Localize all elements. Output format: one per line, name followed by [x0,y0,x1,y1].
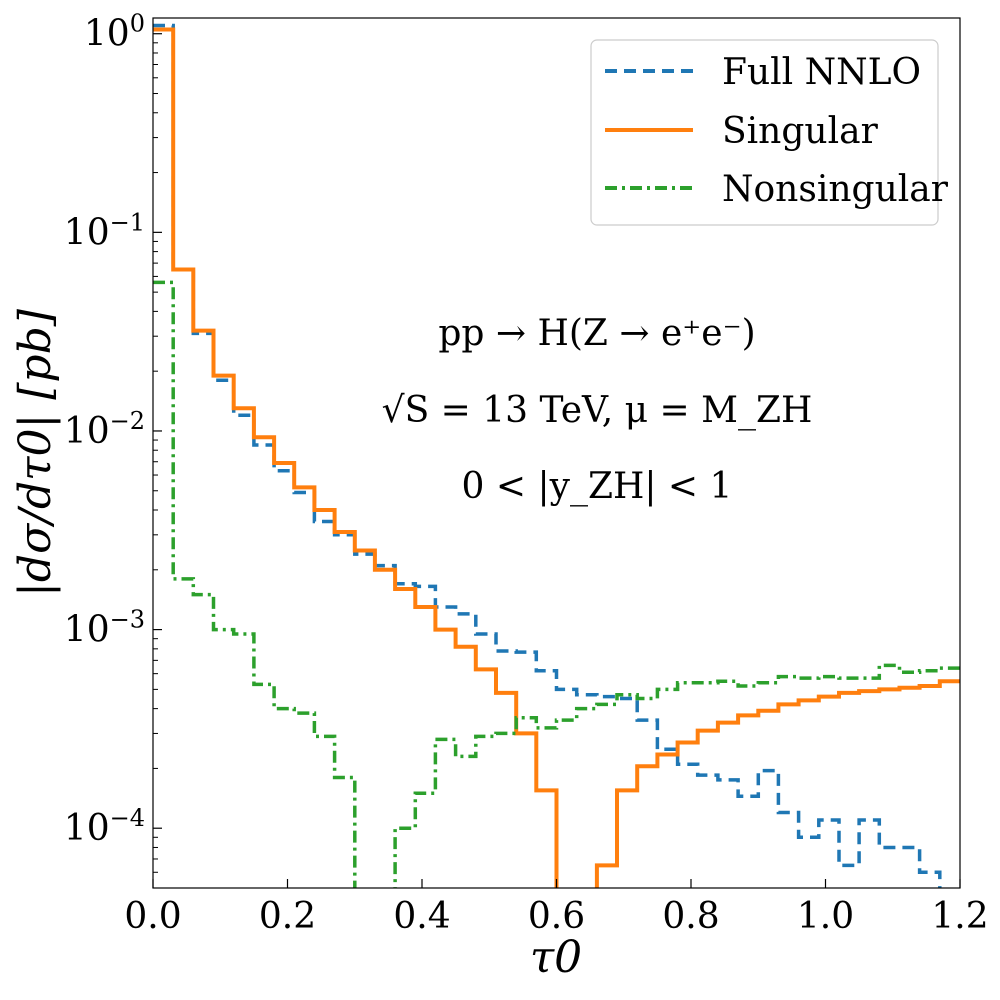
plot-frame [152,17,961,889]
legend-frame [590,39,939,226]
series-full-nnlo [153,23,942,888]
annotation-energy-scale: √S = 13 TeV, μ = M_ZH [382,390,813,431]
y-tick-label: 10−1 [64,208,145,253]
y-tick-label: 10−3 [64,606,145,651]
x-tick-label: 0.8 [662,896,719,937]
x-axis-label: τ0 [530,932,582,983]
y-tick-label: 10−4 [64,804,145,849]
y-axis-label: |dσ/dτ0| [pb] [10,308,61,597]
x-tick-label: 0.0 [124,896,181,937]
x-tick-label: 0.6 [528,896,585,937]
legend-label-singular: Singular [722,111,879,152]
y-tick-label: 100 [84,10,145,55]
x-tick-label: 1.2 [931,896,988,937]
x-tick-label: 0.2 [259,896,316,937]
legend-label-full-nnlo: Full NNLO [722,52,921,93]
series-singular [153,27,960,888]
y-tick-label: 10−2 [64,407,145,452]
x-tick-label: 0.4 [393,896,450,937]
legend-label-nonsingular: Nonsingular [722,169,949,210]
x-tick-label: 1.0 [797,896,854,937]
series-nonsingular [153,280,960,888]
annotation-process: pp → H(Z → e⁺e⁻) [438,313,755,354]
legend: Full NNLO Singular Nonsingular [590,39,949,226]
annotation-rapidity-cut: 0 < |y_ZH| < 1 [462,466,733,507]
